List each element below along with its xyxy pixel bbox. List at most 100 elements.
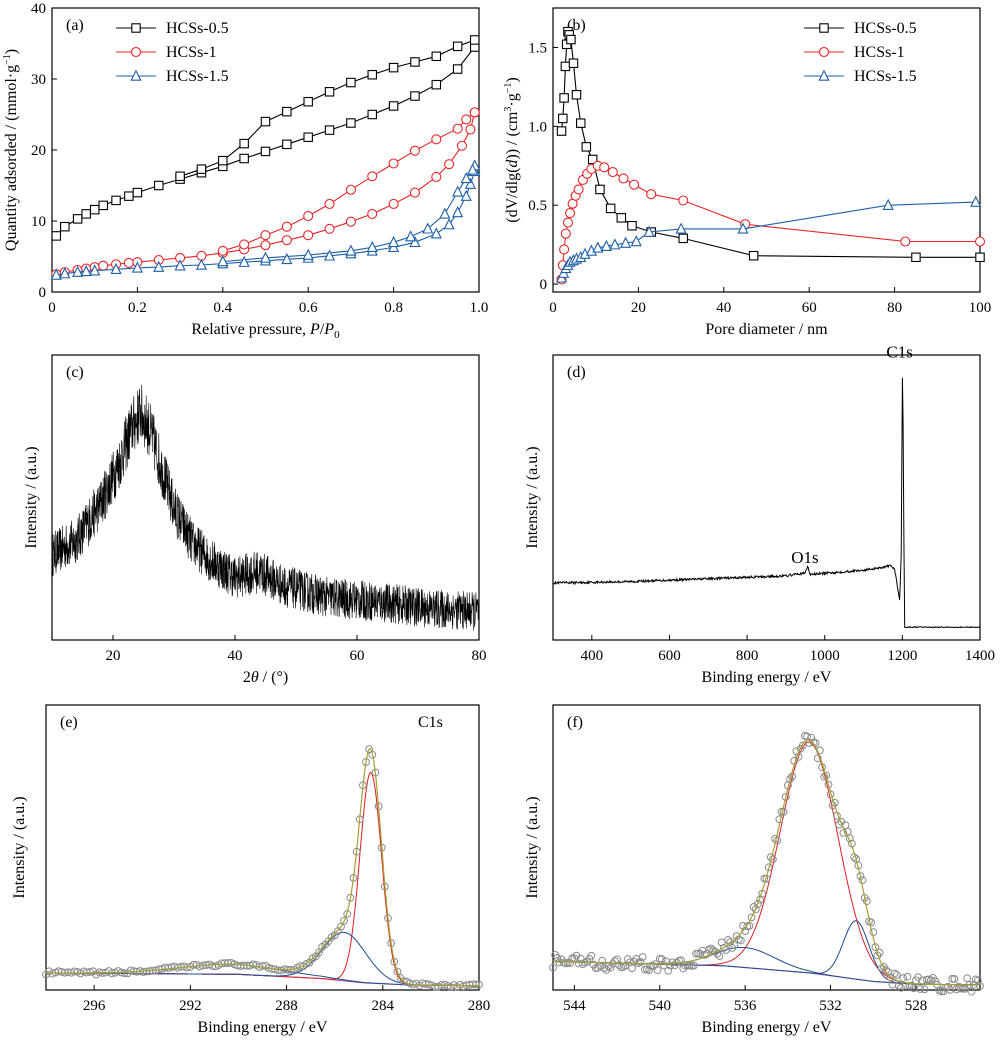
legend-entry: HCSs-0.5	[166, 20, 229, 37]
data-point	[389, 237, 398, 246]
data-point	[912, 253, 920, 261]
data-point	[410, 188, 419, 197]
y-axis-label: (dV/dlg(d)) / (cm3·g−1)	[503, 77, 521, 222]
y-axis-label: Intensity / (a.u.)	[11, 796, 28, 898]
data-point	[325, 126, 333, 134]
data-point	[389, 159, 398, 168]
x-tick-label: 0.8	[384, 300, 403, 316]
data-point	[423, 224, 432, 233]
y-axis-label: Quantity adsorded / (mmol·g−1)	[2, 49, 20, 251]
data-point	[406, 231, 415, 240]
data-point	[577, 119, 585, 127]
data-point	[368, 172, 377, 181]
data-point	[347, 119, 355, 127]
data-point	[368, 71, 376, 79]
data-point	[282, 236, 291, 245]
data-point	[749, 252, 757, 260]
data-point	[261, 231, 270, 240]
data-point	[346, 185, 355, 194]
x-axis-label: Binding energy / eV	[702, 669, 832, 686]
data-point	[99, 201, 107, 209]
y-axis-label: Intensity / (a.u.)	[23, 446, 40, 548]
data-point	[261, 241, 270, 250]
x-tick-label: 292	[179, 998, 202, 1014]
figure: (a)0 0.2 0.4 0.6 0.8 1.0010203040Relative pre…	[0, 0, 1000, 1041]
data-point	[61, 222, 69, 230]
x-tick-label: 544	[563, 998, 586, 1014]
x-tick-label: 400	[581, 648, 604, 664]
x-tick-label: 600	[658, 648, 681, 664]
x-tick-label: 280	[468, 998, 491, 1014]
x-tick-label: 0.2	[128, 300, 147, 316]
series-line	[56, 47, 474, 236]
y-tick-label: 1.5	[528, 40, 547, 56]
x-tick-label: 540	[649, 998, 672, 1014]
x-tick-label: 60	[802, 300, 817, 316]
data-point	[432, 172, 441, 181]
data-point	[155, 181, 163, 189]
x-tick-label: 60	[350, 648, 365, 664]
data-point	[219, 156, 227, 164]
x-tick-label: 80	[472, 648, 487, 664]
data-point	[125, 192, 133, 200]
panel-label: (c)	[66, 364, 84, 381]
x-tick-label: 20	[631, 300, 646, 316]
data-point	[608, 168, 617, 177]
data-point	[462, 115, 471, 124]
x-tick-label: 1.0	[470, 300, 489, 316]
xps-survey-line	[553, 378, 980, 628]
data-point	[560, 94, 568, 102]
data-point	[73, 215, 81, 223]
legend-entry: HCSs-1	[166, 44, 217, 61]
x-axis-label: Binding energy / eV	[198, 1019, 328, 1036]
data-point	[453, 207, 462, 216]
data-point	[325, 88, 333, 96]
data-point	[566, 209, 575, 218]
data-point	[410, 146, 419, 155]
data-point	[304, 133, 312, 141]
data-point	[304, 212, 313, 221]
fit-baseline	[553, 962, 980, 985]
data-point	[453, 187, 462, 196]
data-point	[617, 214, 625, 222]
data-point	[347, 78, 355, 86]
data-point	[471, 36, 479, 44]
data-point	[218, 246, 227, 255]
data-point	[91, 205, 99, 213]
data-point	[904, 973, 911, 980]
x-tick-label: 528	[905, 998, 928, 1014]
fit-component	[46, 772, 479, 985]
x-tick-label: 800	[736, 648, 759, 664]
data-point	[368, 209, 377, 218]
y-tick-label: 0	[39, 285, 47, 301]
data-point	[921, 986, 928, 993]
y-tick-label: 0.5	[528, 198, 547, 214]
x-tick-label: 40	[228, 648, 243, 664]
data-point	[457, 141, 466, 150]
data-point	[304, 98, 312, 106]
x-tick-label: 536	[734, 998, 757, 1014]
data-point	[82, 210, 90, 218]
data-point	[283, 107, 291, 115]
data-point	[112, 196, 120, 204]
xrd-pattern	[52, 385, 479, 631]
data-point	[574, 185, 583, 194]
data-point	[606, 204, 614, 212]
data-point	[52, 232, 60, 240]
plot-frame	[553, 705, 980, 990]
x-axis-label: 2θ / (°)	[243, 669, 288, 686]
x-tick-label: 296	[83, 998, 106, 1014]
data-point	[901, 237, 910, 246]
data-point	[197, 165, 205, 173]
x-tick-label: 0.4	[213, 300, 232, 316]
series-line	[180, 40, 475, 176]
data-point	[453, 124, 462, 133]
panel-a: (a) 0 0.2 0.4 0.6 0.8 1.0 0 10 20 30 40 Relative pre…	[2, 1, 488, 341]
data-point	[133, 188, 141, 196]
y-tick-label: 30	[31, 72, 46, 88]
x-tick-label: 0.6	[299, 300, 318, 316]
data-point	[453, 65, 461, 73]
data-point	[679, 196, 688, 205]
x-tick-label: 0	[549, 300, 557, 316]
data-point	[389, 63, 397, 71]
